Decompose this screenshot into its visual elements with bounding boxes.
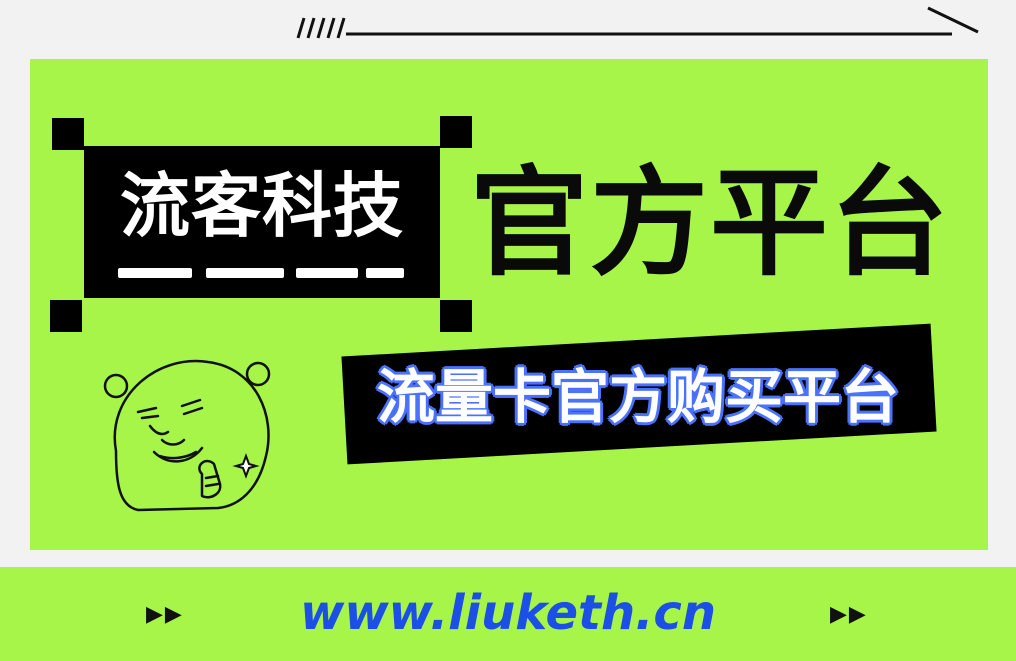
brand-stripe <box>296 268 358 278</box>
corner-top-right <box>440 116 472 148</box>
subtitle-text: 流量卡官方购买平台 <box>376 363 899 431</box>
brand-stripe <box>206 268 284 278</box>
website-link[interactable]: www.liuketh.cn <box>299 585 716 641</box>
corner-bottom-right <box>440 300 472 332</box>
headline-title: 官方平台 <box>470 154 951 292</box>
corner-bottom-left <box>50 300 82 332</box>
slash-marks-icon <box>296 17 346 39</box>
top-decoration <box>296 6 979 39</box>
brand-stripe <box>118 268 192 278</box>
top-rule-diagonal <box>927 6 979 34</box>
corner-top-left <box>52 118 84 150</box>
sparkle-icon <box>232 453 260 479</box>
brand-stripe <box>366 268 404 278</box>
arrow-right-icon: ▶▶ <box>830 602 868 627</box>
panda-meme-icon <box>103 359 271 512</box>
arrow-left-icon: ▶▶ <box>146 602 184 627</box>
footer-bar <box>0 567 1016 661</box>
brand-name: 流客科技 <box>120 165 404 247</box>
